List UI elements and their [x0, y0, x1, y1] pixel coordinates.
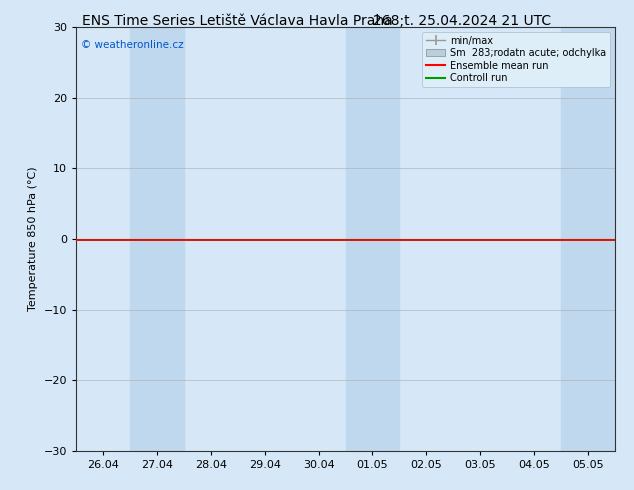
Bar — [130, 27, 184, 451]
Legend: min/max, Sm  283;rodatn acute; odchylka, Ensemble mean run, Controll run: min/max, Sm 283;rodatn acute; odchylka, … — [422, 32, 610, 87]
Text: © weatheronline.cz: © weatheronline.cz — [81, 40, 184, 49]
Bar — [561, 27, 615, 451]
Text: 268;t. 25.04.2024 21 UTC: 268;t. 25.04.2024 21 UTC — [373, 14, 552, 28]
Text: ENS Time Series Letiště Václava Havla Praha: ENS Time Series Letiště Václava Havla Pr… — [82, 14, 393, 28]
Y-axis label: Temperature 850 hPa (°C): Temperature 850 hPa (°C) — [28, 167, 38, 311]
Bar — [346, 27, 399, 451]
